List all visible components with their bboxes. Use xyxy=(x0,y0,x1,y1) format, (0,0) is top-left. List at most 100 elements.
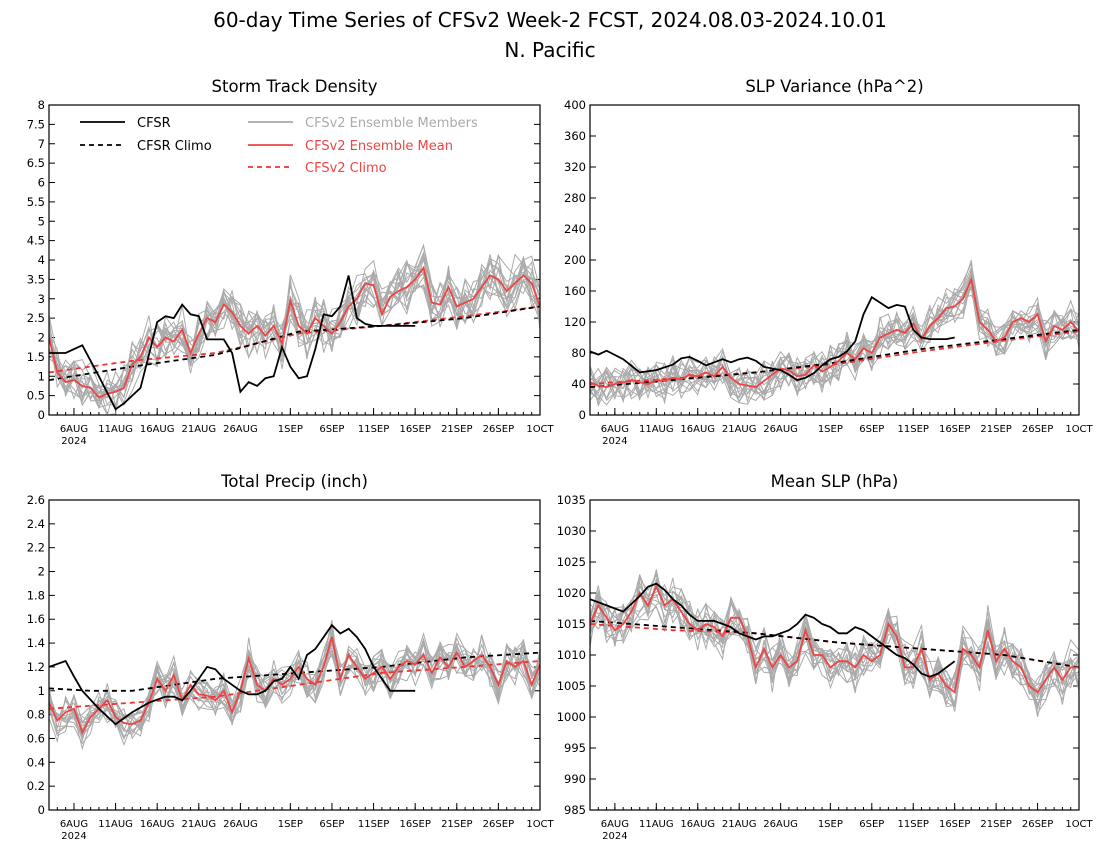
cfsr-climo-line xyxy=(49,651,540,692)
panel-title: Total Precip (inch) xyxy=(220,472,368,491)
x-tick-label: 16SEP xyxy=(939,424,970,435)
y-tick-label: 1020 xyxy=(557,586,586,600)
legend-cfsr-climo-label: CFSR Climo xyxy=(137,139,212,154)
y-tick-label: 0.8 xyxy=(27,708,45,722)
y-tick-label: 0 xyxy=(38,803,45,817)
chart-panels: Storm Track Density 0 0.5 1 1.5 2 2.5 3 3.5 4 4.5 5… xyxy=(27,77,1094,842)
chart-panel-4: Mean SLP (hPa) 985 990 995 1000 1005 1010 1015 1… xyxy=(557,472,1094,842)
x-tick-label: 1OCT xyxy=(526,424,554,435)
ensemble-member-line xyxy=(590,261,1079,402)
y-tick-label: 1030 xyxy=(557,524,586,538)
y-tick-label: 280 xyxy=(564,191,586,205)
x-year-label: 2024 xyxy=(61,436,86,447)
x-tick-label: 1OCT xyxy=(1065,424,1093,435)
y-tick-label: 120 xyxy=(564,315,586,329)
y-tick-label: 1.2 xyxy=(27,660,45,674)
x-tick-label: 26AUG xyxy=(763,424,798,435)
y-tick-label: 7 xyxy=(38,137,45,151)
x-tick-label: 1SEP xyxy=(818,424,843,435)
x-tick-label: 26SEP xyxy=(1022,424,1053,435)
ensemble-member-line xyxy=(49,259,540,397)
legend-cfsr-label: CFSR xyxy=(137,116,171,131)
y-tick-label: 8 xyxy=(38,98,45,112)
x-tick-label: 16AUG xyxy=(680,819,715,830)
y-tick-label: 0.2 xyxy=(27,779,45,793)
y-tick-label: 2.2 xyxy=(27,541,45,555)
legend: CFSR CFSR Climo CFSv2 Ensemble Members CFSv… xyxy=(80,116,478,176)
ensemble-member-line xyxy=(49,638,540,735)
x-tick-label: 16SEP xyxy=(399,424,430,435)
legend-ensemble-members-label: CFSv2 Ensemble Members xyxy=(305,116,478,131)
legend-ensemble-mean-label: CFSv2 Ensemble Mean xyxy=(305,139,453,154)
plot-frame xyxy=(589,104,1080,416)
x-tick-label: 21AUG xyxy=(722,424,757,435)
y-tick-label: 5 xyxy=(38,214,45,228)
x-tick-label: 16SEP xyxy=(939,819,970,830)
cfsr-line xyxy=(590,295,955,382)
x-tick-label: 26SEP xyxy=(1022,819,1053,830)
plot-frame xyxy=(589,499,1080,811)
y-tick-label: 2 xyxy=(38,565,45,579)
y-tick-label: 2.4 xyxy=(27,517,45,531)
y-tick-label: 2 xyxy=(38,331,45,345)
x-year-label: 2024 xyxy=(602,831,627,842)
cfsr-climo-line xyxy=(590,328,1079,388)
x-tick-label: 6AUG xyxy=(60,424,88,435)
x-tick-label: 26AUG xyxy=(763,819,798,830)
ensemble-member-line xyxy=(590,279,1079,402)
ensemble-member-line xyxy=(590,284,1079,400)
plot-frame xyxy=(48,499,541,811)
x-tick-label: 11AUG xyxy=(639,819,674,830)
y-tick-label: 7.5 xyxy=(27,117,45,131)
ensemble-member-line xyxy=(49,255,540,415)
x-tick-label: 21AUG xyxy=(181,424,216,435)
x-tick-label: 26AUG xyxy=(223,424,258,435)
x-tick-label: 11AUG xyxy=(639,424,674,435)
ensemble-member-line xyxy=(590,581,1079,700)
x-tick-label: 11SEP xyxy=(358,424,389,435)
y-tick-label: 0.6 xyxy=(27,731,45,745)
ensemble-member-line xyxy=(49,651,540,728)
cfsv2-ensemble-mean-line xyxy=(590,584,1079,694)
x-tick-label: 21SEP xyxy=(980,424,1011,435)
y-tick-label: 1.8 xyxy=(27,588,45,602)
x-tick-label: 11SEP xyxy=(898,819,929,830)
y-tick-label: 1010 xyxy=(557,648,586,662)
ensemble-member-line xyxy=(590,281,1079,408)
x-tick-label: 6SEP xyxy=(319,819,344,830)
y-tick-label: 1.6 xyxy=(27,612,45,626)
x-tick-label: 1OCT xyxy=(526,819,554,830)
x-year-label: 2024 xyxy=(61,831,86,842)
x-tick-label: 16AUG xyxy=(680,424,715,435)
x-tick-label: 16SEP xyxy=(399,819,430,830)
ensemble-member-line xyxy=(590,578,1079,708)
cfsr-climo-line xyxy=(590,620,1079,669)
y-tick-label: 5.5 xyxy=(27,195,45,209)
y-tick-label: 2.5 xyxy=(27,311,45,325)
y-tick-label: 3 xyxy=(38,292,45,306)
plot-area xyxy=(49,243,540,415)
cfsv2-ensemble-mean-line xyxy=(49,265,540,399)
panel-title: Storm Track Density xyxy=(212,77,378,96)
y-tick-label: 80 xyxy=(571,346,586,360)
y-tick-label: 1.4 xyxy=(27,636,45,650)
ensemble-member-line xyxy=(590,585,1079,706)
ensemble-member-line xyxy=(590,571,1079,699)
figure-title: 60-day Time Series of CFSv2 Week-2 FCST,… xyxy=(213,8,887,32)
y-tick-label: 6.5 xyxy=(27,156,45,170)
cfsr-line xyxy=(49,623,416,726)
chart-panel-1: Storm Track Density 0 0.5 1 1.5 2 2.5 3 3.5 4 4.5 5… xyxy=(27,77,555,447)
x-year-label: 2024 xyxy=(602,436,627,447)
x-tick-label: 6SEP xyxy=(859,424,884,435)
x-tick-label: 21AUG xyxy=(181,819,216,830)
x-tick-label: 6AUG xyxy=(601,819,629,830)
y-tick-label: 6 xyxy=(38,176,45,190)
x-tick-label: 11AUG xyxy=(98,819,133,830)
x-tick-label: 21AUG xyxy=(722,819,757,830)
y-tick-label: 0 xyxy=(579,408,586,422)
x-tick-label: 1SEP xyxy=(278,424,303,435)
y-tick-label: 1 xyxy=(38,369,45,383)
cfsv2-climo-line xyxy=(49,305,540,374)
chart-panel-2: SLP Variance (hPa^2) 0 40 80 120 160 200 240 280… xyxy=(564,77,1094,447)
chart-panel-3: Total Precip (inch) 0 0.2 0.4 0.6 0.8 1 1.2 1.4 1… xyxy=(27,472,555,842)
